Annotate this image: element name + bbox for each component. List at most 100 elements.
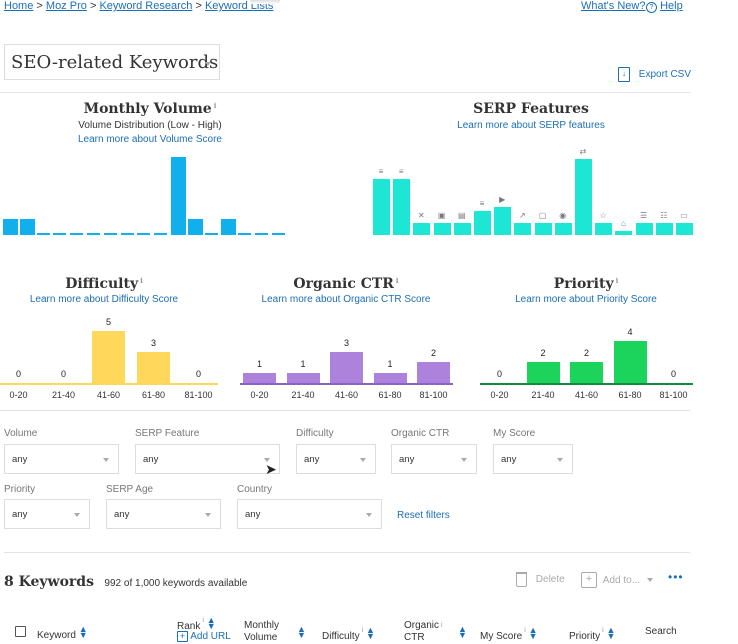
add-url-button[interactable]: + Add URL: [177, 631, 231, 642]
swap-icon: ⇄: [579, 147, 587, 156]
keywords-available: 992 of 1,000 keywords available: [104, 578, 248, 589]
chart-baseline: [240, 383, 453, 385]
volume-bar: [120, 233, 134, 235]
my-score-filter-label: My Score: [493, 428, 536, 439]
organic-ctr-score-link[interactable]: Learn more about Organic CTR Score: [261, 294, 431, 305]
serp-feature-filter-value: any: [143, 454, 159, 465]
my-score-column-header[interactable]: My Scorei ▲ ▼: [480, 625, 538, 643]
volume-bar: [187, 219, 203, 235]
volume-bar: [19, 219, 35, 235]
more-options-icon[interactable]: •••: [668, 570, 684, 584]
volume-bar: [53, 233, 67, 235]
monthly-volume-column-header[interactable]: Monthly Volume: [244, 620, 280, 643]
difficulty-score-link[interactable]: Learn more about Difficulty Score: [29, 294, 179, 305]
serp-feature-bar: [534, 223, 552, 235]
priority-column-header[interactable]: Priorityi ▲ ▼: [569, 625, 616, 643]
bar-value-label: 1: [300, 358, 306, 369]
bar-value-label: 0: [496, 369, 502, 379]
search-column-header[interactable]: Search: [645, 626, 677, 637]
serp-feature-bar: [433, 223, 451, 235]
difficulty-filter-value: any: [304, 454, 320, 465]
organic-ctr-filter-select[interactable]: any: [391, 444, 477, 474]
video-icon: ▶: [499, 195, 506, 204]
cart-icon: ⌂: [620, 219, 626, 228]
info-icon: i: [140, 276, 143, 285]
sort-icon: ▲ ▼: [606, 625, 616, 641]
score-bar: [286, 372, 320, 383]
sort-icon: ▲ ▼: [206, 615, 216, 631]
monthly-volume-title: Monthly Volume i: [83, 101, 217, 117]
reset-filters-link[interactable]: Reset filters: [397, 510, 450, 521]
bar-value-label: 2: [583, 348, 589, 359]
info-icon: i: [202, 617, 204, 624]
category-label: 0-20: [490, 390, 509, 400]
serp-features-link[interactable]: Learn more about SERP features: [457, 120, 605, 131]
info-icon: i: [602, 627, 604, 634]
keywords-count-title: 8 Keywords: [4, 574, 94, 590]
chart-baseline: [0, 383, 218, 385]
volume-bar: [137, 233, 151, 235]
priority-filter-value: any: [12, 509, 28, 520]
export-csv-button[interactable]: ↓ Export CSV: [618, 67, 691, 82]
chevron-down-icon: [557, 458, 563, 462]
score-bar: [526, 362, 560, 383]
bar-value-label: 3: [150, 337, 156, 348]
volume-filter-select[interactable]: any: [4, 444, 119, 474]
plus-icon: +: [581, 572, 597, 588]
breadcrumb-keyword-research[interactable]: Keyword Research: [99, 0, 193, 12]
score-bar: [330, 351, 363, 383]
volume-bar: [36, 233, 50, 235]
bar-value-label: 0: [670, 369, 676, 379]
breadcrumb-home[interactable]: Home: [4, 0, 34, 12]
priority-score-link[interactable]: Learn more about Priority Score: [515, 294, 657, 305]
whats-new-link[interactable]: What's New?: [581, 0, 646, 12]
category-label: 61-80: [618, 390, 642, 400]
file-icon: ≡: [398, 167, 404, 176]
divider: [4, 552, 690, 553]
chevron-down-icon: [646, 578, 653, 582]
chevron-down-icon: [360, 458, 366, 462]
score-bar: [613, 341, 647, 383]
category-label: 0-20: [250, 390, 269, 400]
monthly-volume-sort-icon[interactable]: ▲ ▼: [297, 624, 306, 640]
lock-icon: ▢: [538, 211, 547, 220]
breadcrumb-moz-pro[interactable]: Moz Pro: [45, 0, 87, 12]
serp-feature-bar: [494, 207, 512, 235]
serp-feature-bar: [413, 223, 431, 235]
category-label: 21-40: [51, 390, 76, 400]
close-icon: ✕: [418, 211, 425, 220]
serp-feature-filter-select[interactable]: any: [135, 444, 280, 474]
file-icon: ≡: [479, 199, 485, 208]
category-label: 41-60: [96, 390, 121, 400]
info-icon: i: [361, 627, 364, 634]
list-title: SEO-related Keywords: [11, 52, 219, 73]
country-filter-select[interactable]: any: [237, 499, 382, 529]
my-score-filter-select[interactable]: any: [493, 444, 573, 474]
trash-icon: [516, 572, 527, 587]
organic-ctr-sort-icon[interactable]: ▲ ▼: [458, 624, 467, 640]
difficulty-column-header[interactable]: Difficultyi ▲ ▼: [322, 625, 375, 643]
serp-feature-bar: [514, 223, 532, 235]
serp-age-filter-select[interactable]: any: [106, 499, 221, 529]
priority-filter-select[interactable]: any: [4, 499, 90, 529]
carousel-icon: ▤: [458, 211, 466, 220]
sort-icon: ▲ ▼: [365, 625, 375, 641]
rank-column-header[interactable]: Ranki ▲ ▼: [177, 615, 216, 633]
chevron-down-icon: [205, 513, 211, 517]
list-select[interactable]: SEO-related Keywords: [4, 44, 220, 80]
keyword-column-header[interactable]: Keyword ▲ ▼: [37, 624, 88, 642]
delete-button[interactable]: Delete: [516, 572, 565, 587]
bar-value-label: 3: [343, 337, 349, 348]
difficulty-filter-select[interactable]: any: [296, 444, 376, 474]
score-bar: [373, 372, 407, 383]
category-label: 81-100: [419, 390, 448, 400]
select-all-checkbox[interactable]: [15, 626, 26, 637]
help-link[interactable]: ? Help: [646, 0, 683, 13]
my-score-filter-value: any: [501, 454, 517, 465]
add-to-button[interactable]: + Add to...: [581, 572, 653, 588]
organic-ctr-column-header[interactable]: Organic i CTR: [404, 620, 443, 643]
volume-score-link[interactable]: Learn more about Volume Score: [78, 134, 222, 145]
help-link-label: Help: [660, 0, 683, 12]
country-filter-value: any: [245, 509, 261, 520]
serp-feature-bar: [595, 223, 613, 235]
